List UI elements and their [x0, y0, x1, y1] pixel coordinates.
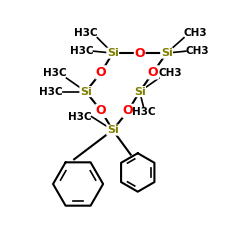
Text: H3C: H3C: [70, 46, 94, 56]
Text: H3C: H3C: [39, 86, 63, 97]
Text: O: O: [123, 104, 134, 117]
Text: H3C: H3C: [132, 107, 155, 117]
Text: O: O: [96, 66, 106, 79]
Text: H3C: H3C: [43, 68, 66, 78]
Text: O: O: [148, 66, 158, 79]
Text: CH3: CH3: [159, 68, 182, 78]
Text: H3C: H3C: [68, 112, 92, 122]
Text: Si: Si: [107, 48, 118, 58]
Text: O: O: [96, 104, 106, 117]
Text: Si: Si: [80, 86, 92, 97]
Text: Si: Si: [107, 125, 118, 135]
Text: Si: Si: [161, 48, 172, 58]
Text: CH3: CH3: [186, 46, 210, 56]
Text: Si: Si: [134, 86, 145, 97]
Text: CH3: CH3: [184, 28, 208, 38]
Text: O: O: [134, 46, 145, 60]
Text: H3C: H3C: [74, 28, 97, 38]
